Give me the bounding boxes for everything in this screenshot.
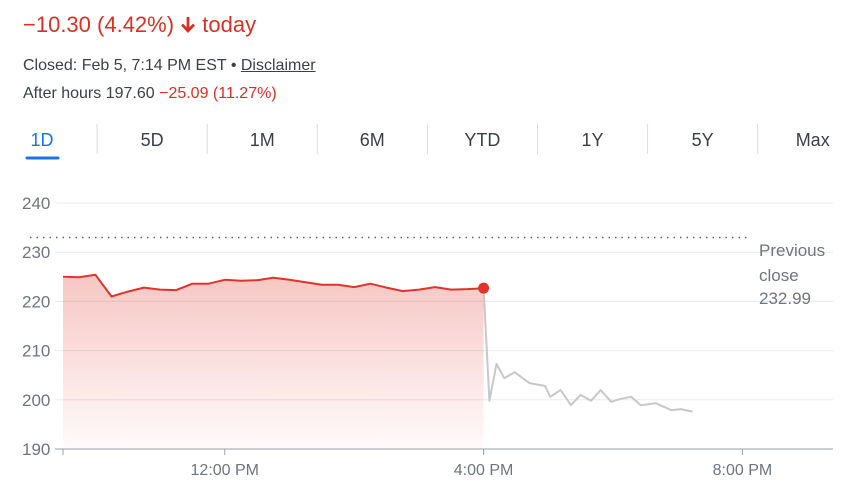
status-line: Closed: Feb 5, 7:14 PM EST • Disclaimer bbox=[23, 57, 316, 75]
area bbox=[63, 274, 484, 449]
x-tick-label: 8:00 PM bbox=[713, 462, 773, 479]
change-line: −10.30 (4.42%) today bbox=[23, 12, 256, 38]
tab[interactable]: YTD bbox=[464, 130, 500, 150]
tab[interactable]: 1D bbox=[30, 130, 53, 150]
line bbox=[482, 288, 693, 413]
tab[interactable]: 5D bbox=[141, 130, 164, 150]
after-hours: After hours 197.60 bbox=[23, 85, 155, 102]
x-tick-label: 12:00 PM bbox=[191, 462, 259, 479]
separator: • bbox=[230, 57, 237, 74]
line bbox=[62, 273, 484, 298]
y-tick-label: 210 bbox=[22, 342, 50, 361]
tab[interactable]: 1M bbox=[250, 130, 275, 150]
status: Closed: Feb 5, 7:14 PM EST bbox=[23, 57, 227, 74]
y-tick-label: 200 bbox=[22, 391, 50, 410]
y-tick-label: 240 bbox=[22, 194, 50, 213]
y-tick-label: 230 bbox=[22, 243, 50, 262]
after-hours-change: −25.09 (11.27%) bbox=[159, 85, 277, 102]
close-dot bbox=[478, 282, 490, 294]
after-hours-line: After hours 197.60 −25.09 (11.27%) bbox=[23, 85, 277, 103]
tab[interactable]: 5Y bbox=[692, 130, 714, 150]
previous-close-label: Previous close bbox=[759, 241, 826, 285]
x-tick-label: 4:00 PM bbox=[454, 462, 514, 479]
change-period: today bbox=[202, 12, 257, 37]
previous-close-value: 232.99 bbox=[759, 289, 811, 308]
tab[interactable]: 6M bbox=[360, 130, 385, 150]
tab[interactable]: Max bbox=[796, 130, 830, 150]
y-tick-label: 190 bbox=[22, 440, 50, 459]
y-tick-label: 220 bbox=[22, 292, 50, 311]
change: −10.30 (4.42%) bbox=[23, 12, 175, 37]
tab[interactable]: 1Y bbox=[581, 130, 603, 150]
down-arrow bbox=[181, 17, 196, 33]
disclaimer-link[interactable]: Disclaimer bbox=[240, 57, 316, 74]
